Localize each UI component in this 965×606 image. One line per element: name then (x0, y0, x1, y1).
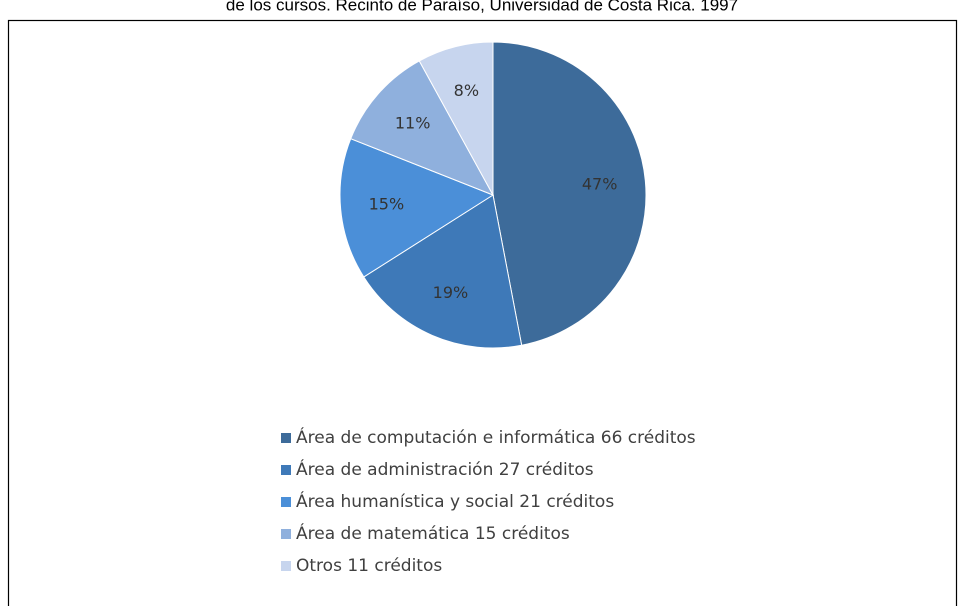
data-label: 47% (582, 174, 618, 193)
legend-label: Área de computación e informática 66 cré… (296, 426, 696, 448)
data-label: 19% (433, 283, 469, 302)
chart-title: de los cursos. Recinto de Paraíso, Unive… (226, 0, 738, 14)
legend-label: Área de matemática 15 créditos (296, 522, 570, 544)
pie-slice (492, 41, 647, 346)
legend-label: Otros 11 créditos (296, 556, 442, 576)
legend-label: Área humanística y social 21 créditos (296, 490, 614, 512)
pie-slice (339, 138, 495, 278)
legend-swatch (281, 433, 291, 443)
legend-swatch (281, 529, 291, 539)
pie-slice (350, 60, 495, 196)
legend-swatch (281, 561, 291, 571)
data-label: 8% (454, 81, 479, 100)
chart-frame (7, 19, 958, 606)
pie-slice (418, 41, 494, 196)
legend-swatch (281, 465, 291, 475)
pie-slice (363, 194, 523, 349)
legend-swatch (281, 497, 291, 507)
data-label: 15% (369, 195, 405, 214)
data-label: 11% (395, 114, 431, 133)
legend-label: Área de administración 27 créditos (296, 458, 594, 480)
